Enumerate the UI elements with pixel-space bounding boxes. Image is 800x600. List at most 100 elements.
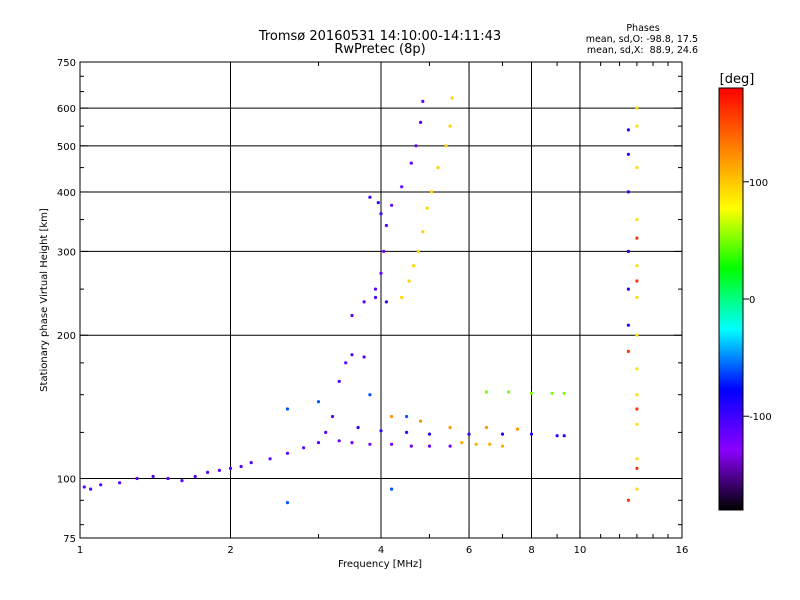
data-point: [356, 425, 360, 430]
data-point: [484, 425, 488, 430]
data-point: [330, 414, 335, 419]
data-point: [368, 442, 372, 446]
axis-ticks: 1 2 4 6 8 10 16 75 100 200 300 400 500 600 750: [57, 58, 688, 556]
data-point: [425, 206, 429, 210]
data-point: [474, 442, 478, 446]
colorbar-tick-label: -100: [749, 412, 772, 423]
data-point: [555, 434, 559, 438]
data-point: [376, 201, 380, 205]
data-point: [550, 391, 554, 395]
data-point: [635, 466, 639, 470]
y-tick-label: 75: [63, 534, 76, 545]
x-tick-label: 6: [466, 545, 472, 556]
data-point: [419, 419, 423, 423]
data-point: [488, 442, 492, 446]
data-point: [400, 295, 404, 300]
data-point: [302, 446, 306, 450]
y-axis-label: Stationary phase Virtual Height [km]: [39, 208, 50, 392]
colorbar-tick-label: 100: [749, 178, 768, 189]
data-point: [500, 444, 505, 448]
data-point: [448, 444, 452, 448]
data-point: [249, 461, 253, 465]
data-point: [350, 441, 354, 445]
data-point: [350, 313, 354, 318]
data-point: [562, 391, 566, 395]
data-point: [635, 236, 639, 240]
data-point: [407, 279, 411, 283]
data-point: [409, 444, 413, 448]
y-tick-label: 400: [57, 188, 76, 199]
y-tick-label: 500: [57, 142, 76, 153]
data-point: [421, 230, 425, 234]
data-point: [400, 185, 404, 189]
chart-title: Tromsø 20160531 14:10:00-14:11:43: [258, 29, 501, 44]
y-tick-label: 200: [57, 331, 76, 342]
grid: [80, 62, 682, 538]
data-point: [626, 190, 631, 194]
data-point: [405, 414, 409, 419]
data-point: [228, 466, 233, 470]
data-point: [529, 391, 534, 395]
data-point: [89, 487, 93, 491]
data-point: [362, 300, 366, 304]
x-tick-label: 2: [227, 545, 233, 556]
x-tick-label: 1: [77, 545, 83, 556]
data-point: [450, 96, 454, 100]
data-point: [368, 195, 372, 199]
data-point: [430, 190, 434, 194]
data-point: [82, 485, 86, 489]
x-tick-label: 4: [378, 545, 384, 556]
x-axis-label: Frequency [MHz]: [338, 559, 422, 570]
data-point: [448, 124, 452, 128]
y-tick-label: 600: [57, 104, 76, 115]
colorbar-tick-label: 0: [749, 295, 755, 306]
data-point: [373, 287, 378, 291]
data-point: [562, 434, 566, 438]
data-point: [409, 161, 413, 165]
data-point: [99, 483, 103, 487]
x-tick-label: 16: [676, 545, 689, 556]
data-point: [379, 271, 383, 275]
data-point: [448, 425, 452, 430]
data-point: [626, 323, 631, 327]
data-point: [635, 295, 639, 300]
data-point: [390, 414, 394, 419]
data-point: [414, 144, 418, 148]
data-point: [382, 249, 386, 253]
phases-mean-x: mean, sd,X: 88.9, 24.6: [587, 45, 698, 56]
data-point: [337, 379, 341, 383]
data-point: [384, 223, 388, 228]
data-point: [368, 393, 372, 397]
data-point: [239, 464, 243, 469]
data-point: [467, 432, 471, 436]
phases-title: Phases: [626, 23, 659, 34]
data-point: [285, 501, 290, 505]
data-point: [390, 487, 394, 491]
colorbar-label: [deg]: [720, 72, 755, 87]
data-point: [635, 264, 639, 268]
data-point: [635, 124, 639, 128]
data-point: [635, 279, 639, 283]
data-point: [193, 474, 197, 479]
data-point: [135, 476, 139, 481]
data-point: [362, 355, 366, 359]
data-point: [379, 212, 383, 216]
y-tick-label: 750: [57, 58, 76, 69]
x-tick-label: 8: [528, 545, 534, 556]
data-point: [427, 432, 432, 436]
data-point: [390, 442, 394, 446]
data-point: [635, 393, 639, 397]
data-point: [324, 430, 328, 434]
data-point: [635, 367, 639, 371]
data-point: [285, 451, 290, 455]
data-point: [529, 432, 534, 436]
data-point: [316, 400, 321, 404]
data-point: [350, 353, 354, 357]
data-point: [635, 218, 639, 222]
data-point: [118, 481, 122, 485]
data-point: [635, 407, 639, 411]
data-point: [515, 427, 520, 431]
data-point: [626, 128, 631, 132]
data-point: [384, 300, 388, 304]
